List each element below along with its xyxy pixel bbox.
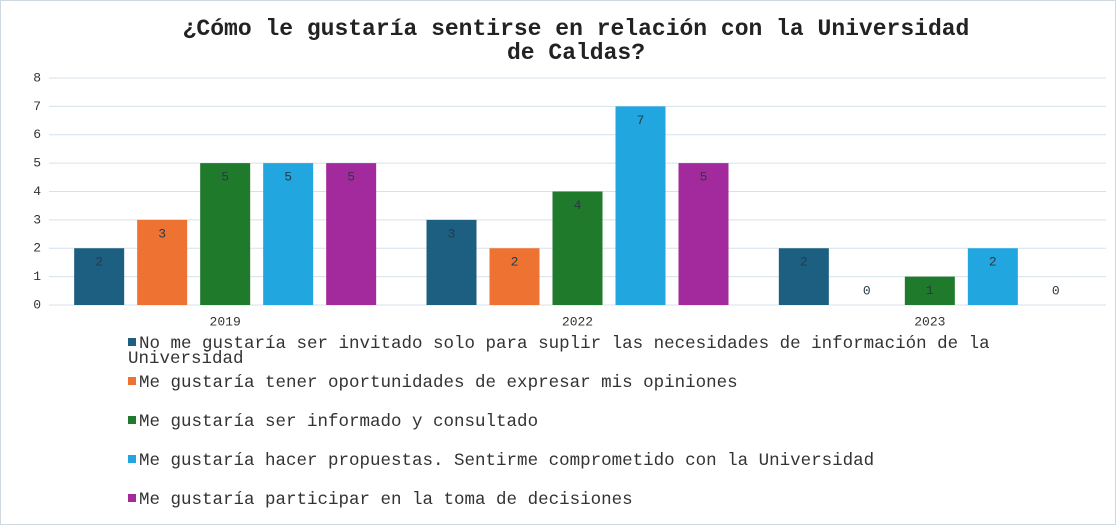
y-tick-label: 7 bbox=[33, 99, 41, 114]
data-label: 2 bbox=[511, 255, 519, 270]
chart-title: ¿Cómo le gustaría sentirse en relación c… bbox=[182, 16, 970, 66]
bar bbox=[74, 248, 125, 305]
legend-label: Me gustaría ser informado y consultado bbox=[139, 412, 539, 432]
data-label: 4 bbox=[574, 198, 582, 213]
bar bbox=[489, 248, 540, 305]
y-tick-label: 0 bbox=[33, 297, 41, 312]
legend-swatch bbox=[128, 416, 136, 424]
bar bbox=[326, 163, 377, 305]
legend-swatch bbox=[128, 455, 136, 463]
bar bbox=[615, 106, 666, 305]
data-label: 0 bbox=[1052, 283, 1060, 298]
legend-swatch bbox=[128, 338, 136, 346]
data-label: 3 bbox=[448, 226, 456, 241]
legend-label: Me gustaría tener oportunidades de expre… bbox=[139, 373, 738, 393]
data-label: 5 bbox=[347, 170, 355, 185]
data-label: 5 bbox=[221, 170, 229, 185]
data-label: 0 bbox=[863, 283, 871, 298]
legend-label: No me gustaría ser invitado solo para su… bbox=[128, 334, 990, 369]
bar bbox=[200, 163, 251, 305]
x-tick-label: 2019 bbox=[210, 314, 241, 329]
y-tick-label: 5 bbox=[33, 156, 41, 171]
x-tick-label: 2022 bbox=[562, 314, 593, 329]
data-label: 5 bbox=[284, 170, 292, 185]
legend-label: Me gustaría participar en la toma de dec… bbox=[139, 490, 633, 510]
legend-item: Me gustaría tener oportunidades de expre… bbox=[128, 373, 1018, 393]
data-label: 7 bbox=[637, 113, 645, 128]
y-tick-label: 1 bbox=[33, 269, 41, 284]
y-tick-label: 3 bbox=[33, 212, 41, 227]
legend-swatch bbox=[128, 377, 136, 385]
bar bbox=[263, 163, 314, 305]
data-label: 2 bbox=[989, 255, 997, 270]
y-tick-label: 4 bbox=[33, 184, 41, 199]
legend-item: Me gustaría ser informado y consultado bbox=[128, 412, 1018, 432]
legend-swatch bbox=[128, 494, 136, 502]
bar bbox=[678, 163, 729, 305]
data-label: 2 bbox=[95, 255, 103, 270]
bar bbox=[137, 219, 188, 305]
bar bbox=[552, 191, 603, 305]
legend-item: No me gustaría ser invitado solo para su… bbox=[128, 334, 1018, 369]
data-label: 5 bbox=[700, 170, 708, 185]
x-tick-label: 2023 bbox=[914, 314, 945, 329]
legend-label: Me gustaría hacer propuestas. Sentirme c… bbox=[139, 451, 875, 471]
data-label: 1 bbox=[926, 283, 934, 298]
bar bbox=[778, 248, 829, 305]
bar bbox=[967, 248, 1018, 305]
bar bbox=[904, 276, 955, 305]
y-tick-label: 2 bbox=[33, 241, 41, 256]
legend-item: Me gustaría participar en la toma de dec… bbox=[128, 490, 1018, 510]
y-tick-label: 6 bbox=[33, 127, 41, 142]
bar bbox=[426, 219, 477, 305]
data-label: 2 bbox=[800, 255, 808, 270]
y-tick-label: 8 bbox=[33, 70, 41, 85]
legend-item: Me gustaría hacer propuestas. Sentirme c… bbox=[128, 451, 1018, 471]
data-label: 3 bbox=[158, 226, 166, 241]
